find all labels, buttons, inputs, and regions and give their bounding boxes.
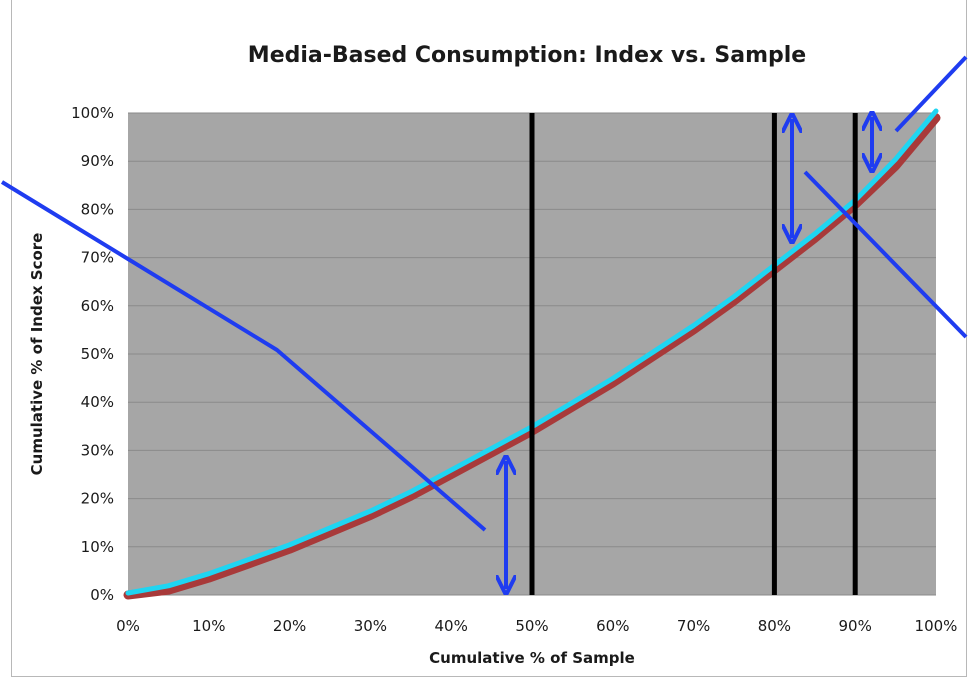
x-tick-label: 100% — [915, 617, 958, 635]
y-tick-label: 90% — [81, 152, 114, 170]
y-tick-label: 40% — [81, 393, 114, 411]
y-tick-labels: 0% 10% 20% 30% 40% 50% 60% 70% 80% 90% 100% — [71, 104, 114, 604]
x-tick-label: 20% — [273, 617, 306, 635]
x-tick-label: 70% — [677, 617, 710, 635]
y-tick-label: 0% — [90, 586, 114, 604]
x-axis-label: Cumulative % of Sample — [429, 649, 635, 667]
y-tick-label: 10% — [81, 538, 114, 556]
callout-line — [0, 180, 487, 532]
x-tick-labels: 0% 10% 20% 30% 40% 50% 60% 70% 80% 90% 100% — [116, 617, 957, 635]
x-tick-label: 50% — [515, 617, 548, 635]
y-tick-label: 60% — [81, 297, 114, 315]
y-tick-label: 70% — [81, 249, 114, 267]
x-tick-label: 80% — [758, 617, 791, 635]
x-tick-label: 90% — [839, 617, 872, 635]
y-tick-label: 100% — [71, 104, 114, 122]
y-tick-label: 20% — [81, 490, 114, 508]
y-tick-label: 80% — [81, 200, 114, 218]
annotations — [0, 55, 968, 589]
y-tick-label: 30% — [81, 441, 114, 459]
x-tick-label: 0% — [116, 617, 140, 635]
reference-lines — [529, 113, 858, 595]
x-tick-label: 30% — [354, 617, 387, 635]
chart-title: Media-Based Consumption: Index vs. Sampl… — [248, 43, 806, 68]
x-tick-label: 10% — [192, 617, 225, 635]
y-axis-label: Cumulative % of Index Score — [28, 233, 46, 476]
callout-line — [894, 55, 968, 133]
y-tick-label: 50% — [81, 345, 114, 363]
x-tick-label: 40% — [435, 617, 468, 635]
x-tick-label: 60% — [596, 617, 629, 635]
callout-line — [803, 170, 968, 339]
